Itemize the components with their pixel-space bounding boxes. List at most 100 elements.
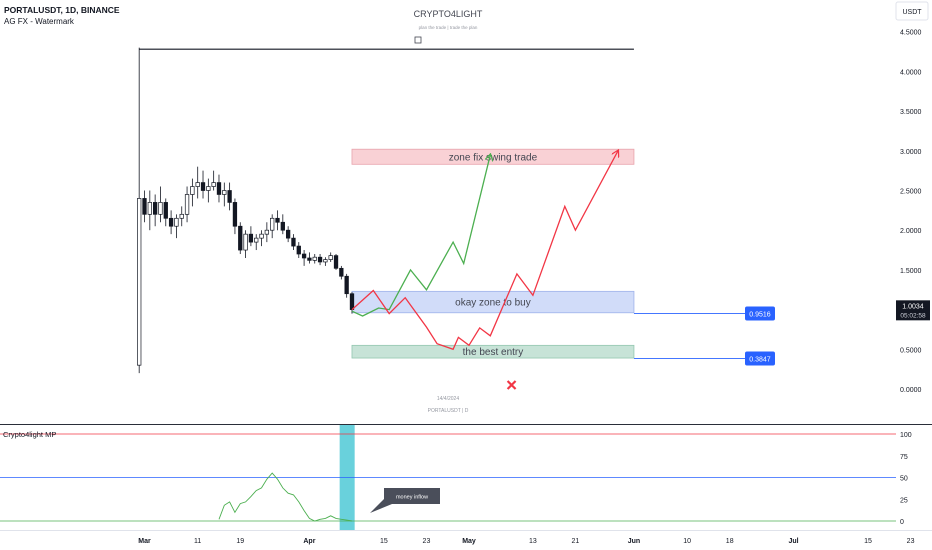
candle[interactable]: [339, 267, 344, 277]
candle[interactable]: [333, 255, 339, 269]
candle[interactable]: [254, 237, 259, 243]
candle[interactable]: [211, 182, 216, 187]
candle[interactable]: [259, 233, 264, 239]
drawing-anchor-icon[interactable]: [414, 36, 422, 44]
price-tag[interactable]: [745, 306, 775, 321]
time-tick-label: Mar: [138, 538, 151, 545]
price-tick-label: 1.5000: [900, 268, 922, 275]
indicator-label[interactable]: AG FX - Watermark: [4, 17, 75, 26]
zone-rect[interactable]: [351, 344, 635, 359]
time-tick-label: 15: [380, 538, 388, 545]
countdown-label: 05:02:58: [900, 312, 926, 319]
candle[interactable]: [344, 275, 349, 295]
candle[interactable]: [280, 221, 285, 231]
oscillator-tick-label: 25: [900, 497, 908, 504]
candle[interactable]: [158, 202, 163, 215]
red-projection-path[interactable]: [351, 151, 618, 351]
time-tick-label: 21: [572, 538, 580, 545]
watermark-symbol: PORTALUSDT | D: [428, 408, 469, 414]
oscillator-tick-label: 75: [900, 454, 908, 461]
candle[interactable]: [248, 233, 254, 243]
candle[interactable]: [232, 202, 238, 227]
time-tick-label: 10: [683, 538, 691, 545]
candle[interactable]: [222, 190, 227, 195]
currency-button[interactable]: [895, 1, 929, 21]
candle[interactable]: [349, 293, 355, 310]
watermark-title: CRYPTO4LIGHT: [414, 9, 483, 19]
candle[interactable]: [147, 202, 152, 215]
candle[interactable]: [264, 229, 270, 235]
price-tick-label: 0.0000: [900, 387, 922, 394]
candle[interactable]: [301, 253, 307, 259]
candle[interactable]: [275, 217, 280, 223]
time-tick-label: 11: [194, 538, 201, 545]
zone-label[interactable]: zone fix swing trade: [449, 152, 538, 163]
candle[interactable]: [179, 213, 184, 219]
candle[interactable]: [227, 190, 232, 203]
time-tick-label: Jun: [628, 538, 640, 545]
candle[interactable]: [328, 255, 333, 260]
candle[interactable]: [142, 198, 147, 215]
candle[interactable]: [238, 225, 243, 251]
price-tick-label: 3.0000: [900, 149, 922, 156]
time-tick-label: 23: [423, 538, 431, 545]
candle[interactable]: [163, 202, 168, 219]
time-tick-label: 15: [864, 538, 872, 545]
candle[interactable]: [323, 259, 328, 263]
time-tick-label: 19: [236, 538, 244, 545]
candle[interactable]: [190, 186, 195, 195]
money-inflow-label: money inflow: [396, 495, 428, 501]
watermark-subtitle: plan the trade | trade the plan: [419, 25, 478, 30]
zone-label[interactable]: okay zone to buy: [455, 298, 531, 309]
oscillator-line[interactable]: [218, 472, 353, 522]
axes: 4.5000 4.0000 3.5000 3.0000 2.5000 2.0000 1.50…: [138, 30, 930, 545]
price-tag-label: 0.3847: [749, 356, 771, 363]
candle[interactable]: [137, 198, 142, 366]
candle[interactable]: [317, 256, 323, 263]
candle[interactable]: [206, 186, 211, 191]
candle[interactable]: [270, 217, 275, 231]
candle[interactable]: [285, 229, 291, 239]
candle[interactable]: [216, 182, 222, 195]
main-pane: zone fix swing trade okay zone to buy the …: [137, 47, 775, 390]
zone-label[interactable]: the best entry: [463, 347, 524, 358]
candle[interactable]: [184, 194, 190, 215]
candle[interactable]: [291, 237, 296, 247]
candle[interactable]: [200, 182, 206, 191]
oscillator-tick-label: 0: [900, 519, 904, 526]
price-tick-label: 0.5000: [900, 347, 922, 354]
candle[interactable]: [195, 182, 200, 187]
watermark-date: 14/4/2024: [437, 396, 459, 402]
oscillator-label[interactable]: Crypto4light MP: [3, 430, 56, 439]
time-tick-label: May: [462, 538, 476, 545]
current-price-badge[interactable]: [896, 300, 930, 321]
time-tick-label: Apr: [303, 538, 315, 545]
candle[interactable]: [243, 233, 248, 251]
price-axis-area[interactable]: [896, 0, 932, 425]
time-tick-label: 18: [726, 538, 734, 545]
candle[interactable]: [307, 257, 312, 261]
candle[interactable]: [296, 245, 301, 255]
candle[interactable]: [174, 217, 179, 227]
candle[interactable]: [168, 217, 174, 227]
money-inflow-callout[interactable]: [370, 488, 440, 513]
oscillator-pane: money inflow: [0, 425, 896, 530]
oscillator-tick-label: 50: [900, 476, 908, 483]
price-tag-label: 0.9516: [749, 311, 771, 318]
time-tick-label: Jul: [788, 538, 798, 545]
candle[interactable]: [152, 202, 158, 215]
symbol-label[interactable]: PORTALUSDT, 1D, BINANCE: [4, 5, 120, 15]
oscillator-tick-label: 100: [900, 432, 912, 439]
price-tick-label: 2.5000: [900, 189, 922, 196]
x-marker-icon[interactable]: [506, 380, 517, 390]
currency-button-label[interactable]: USDT: [902, 9, 922, 16]
green-projection-path[interactable]: [351, 155, 490, 317]
time-tick-label: 13: [529, 538, 537, 545]
price-tick-label: 4.5000: [900, 30, 922, 37]
price-tick-label: 3.5000: [900, 109, 922, 116]
price-tick-label: 2.0000: [900, 228, 922, 235]
candle[interactable]: [312, 256, 317, 261]
price-tag[interactable]: [745, 351, 775, 366]
time-tick-label: 23: [907, 538, 915, 545]
